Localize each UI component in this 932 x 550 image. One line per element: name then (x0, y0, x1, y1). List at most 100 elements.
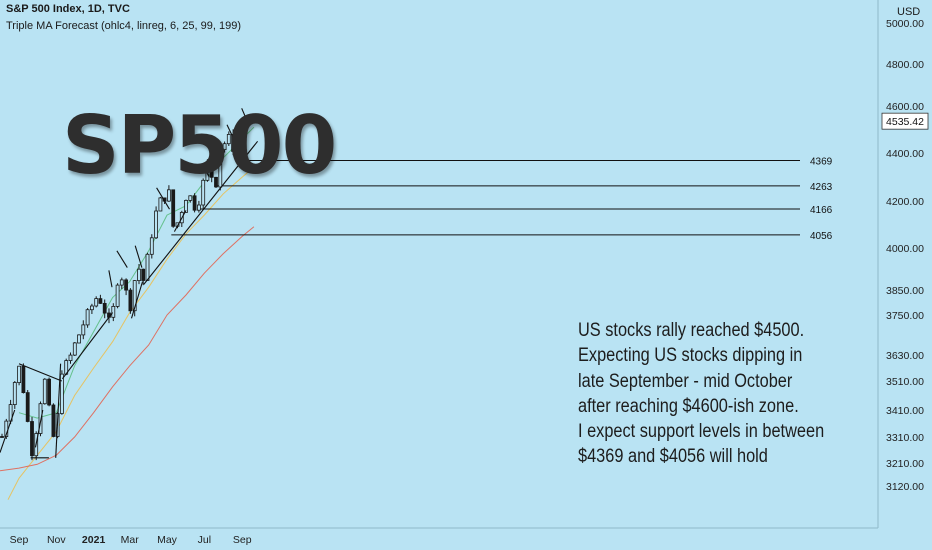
candle-body (154, 210, 159, 239)
chart-title: S&P 500 Index, 1D, TVC (6, 3, 130, 15)
support-level-label: 4263 (810, 182, 833, 193)
candle-body (119, 279, 124, 286)
support-level-label: 4056 (810, 231, 833, 242)
note-line: $4369 and $4056 will hold (578, 446, 768, 468)
trendline (34, 409, 44, 448)
candle-body (111, 305, 116, 318)
candle-body (68, 354, 73, 362)
candle-body (102, 302, 107, 314)
candle-body (137, 268, 141, 282)
candle-body (72, 342, 77, 356)
candle-body (124, 279, 128, 291)
candle-body (222, 143, 227, 150)
candle-body (21, 365, 26, 394)
trendline (241, 108, 249, 123)
candle-body (132, 280, 137, 312)
candle-body (38, 403, 43, 434)
y-tick-label: 3750.00 (886, 310, 924, 322)
candle-body (214, 176, 218, 188)
note-line: Expecting US stocks dipping in (578, 345, 803, 367)
x-tick-label: May (157, 534, 178, 546)
candle-body (94, 298, 99, 307)
candle-body (184, 199, 188, 213)
candle-body (226, 133, 231, 145)
trendline (61, 312, 114, 380)
trendline (234, 138, 239, 155)
candle-body (166, 189, 171, 202)
y-tick-label: 4000.00 (886, 243, 924, 255)
candle-body (145, 253, 150, 281)
candle-body (77, 334, 81, 344)
support-level-label: 4369 (810, 156, 833, 167)
trendline (143, 140, 259, 285)
trendline (156, 187, 170, 210)
candle-body (171, 189, 176, 227)
candle-body (81, 324, 86, 336)
candle-body (128, 289, 133, 312)
candle-body (218, 149, 223, 188)
candle-body (0, 436, 4, 438)
note-line: late September - mid October (578, 370, 793, 392)
x-tick-label: Sep (233, 534, 252, 546)
ma-line (7, 167, 255, 500)
trendlines (0, 108, 259, 459)
support-level-label: 4166 (810, 205, 833, 216)
indicator-label: Triple MA Forecast (ohlc4, linreg, 6, 25… (6, 20, 241, 32)
x-tick-label: 2021 (82, 534, 106, 546)
x-tick-label: Jul (198, 534, 211, 546)
candle-body (158, 197, 163, 212)
x-axis: Sep Nov 2021 Mar May Jul Sep (0, 527, 878, 546)
y-tick-label: 3310.00 (886, 432, 924, 444)
y-tick-label: 4400.00 (886, 148, 924, 160)
candle-body (115, 284, 120, 307)
candle-body (196, 204, 201, 211)
candle-body (42, 378, 47, 405)
overlay-title: SP500 (62, 99, 337, 192)
price-badge-group: 4535.42 (881, 112, 929, 130)
trendline (18, 363, 63, 382)
trendline (134, 245, 143, 268)
trendline (116, 250, 128, 268)
candle-body (12, 382, 17, 406)
support-levels: 4369 4263 4166 4056 (171, 156, 833, 242)
candle-body (17, 365, 22, 384)
y-axis: 5000.00 4800.00 4600.00 4400.00 4200.00 4000.… (877, 0, 924, 528)
candle-body (51, 404, 56, 437)
note-line: US stocks rally reached $4500. (578, 320, 805, 341)
trendline (0, 409, 16, 453)
candle-body (209, 162, 214, 178)
candle-body (47, 378, 51, 406)
price-badge (881, 112, 929, 130)
x-tick-label: Sep (10, 534, 29, 546)
candle-body (30, 421, 34, 457)
y-tick-label: 3410.00 (886, 405, 924, 417)
price-badge-label: 4535.42 (886, 116, 924, 128)
y-tick-label: 3510.00 (886, 376, 924, 388)
candle-body (239, 127, 244, 143)
candle-body (141, 268, 146, 281)
y-tick-label: 3630.00 (886, 350, 924, 362)
y-tick-label: 4200.00 (886, 196, 924, 208)
y-tick-label: 3850.00 (886, 285, 924, 297)
annotation-note: US stocks rally reached $4500. Expecting… (578, 318, 824, 470)
candle-body (25, 392, 30, 422)
y-tick-label: 4600.00 (886, 101, 924, 113)
candle-body (231, 133, 236, 152)
trendline (130, 281, 144, 319)
currency-label: USD (897, 6, 921, 18)
candle-body (149, 237, 154, 255)
ma-line (0, 226, 255, 472)
trendline (108, 270, 113, 288)
candle-body (60, 373, 64, 414)
candle-body (201, 179, 206, 206)
candle-body (85, 309, 90, 326)
note-line: after reaching $4600-ish zone. (578, 395, 799, 417)
y-tick-label: 3210.00 (886, 458, 924, 470)
trendline (173, 210, 187, 232)
x-tick-label: Nov (47, 534, 66, 546)
x-tick-label: Mar (121, 534, 140, 546)
y-tick-label: 4800.00 (886, 59, 924, 71)
trendline (226, 124, 236, 142)
